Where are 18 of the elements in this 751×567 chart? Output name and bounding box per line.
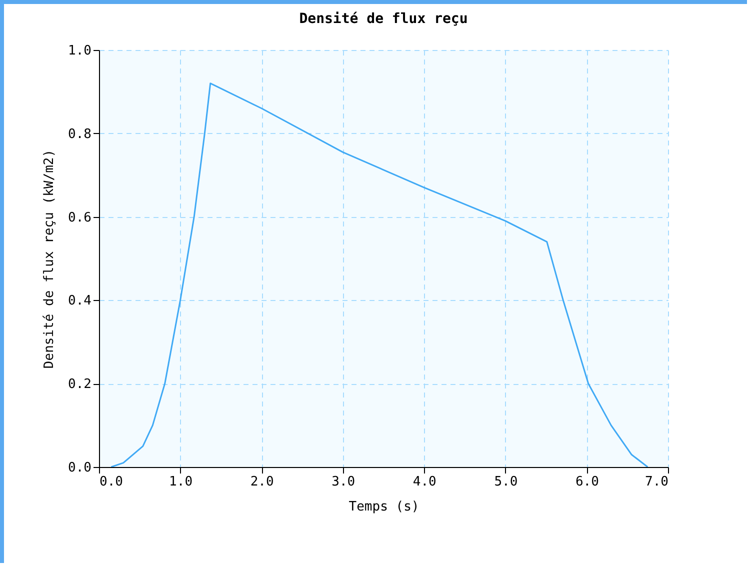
x-axis-title: Temps (s) — [348, 500, 420, 514]
y-tick-label: 0.8 — [68, 126, 92, 142]
y-tick-label: 0.6 — [68, 210, 92, 226]
x-tick-label: 4.0 — [412, 474, 436, 490]
y-tick-label: 0.2 — [68, 377, 92, 392]
x-tick-label: 5.0 — [494, 474, 518, 490]
x-tick-label: 0.0 — [100, 474, 123, 490]
chart-title: Densité de flux reçu — [299, 11, 468, 27]
y-tick-label: 0.0 — [68, 460, 92, 476]
y-tick-label: 1.0 — [68, 44, 92, 58]
line-series — [110, 82, 648, 467]
y-axis-title: Densité de flux reçu (kW/m2) — [42, 149, 58, 369]
x-tick-label: 6.0 — [575, 474, 599, 490]
y-tick-label: 0.4 — [68, 294, 92, 309]
x-tick-label: 2.0 — [250, 474, 274, 490]
x-tick-label: 7.0 — [645, 474, 668, 490]
x-tick-label: 1.0 — [169, 474, 193, 490]
x-tick-label: 3.0 — [332, 474, 356, 490]
